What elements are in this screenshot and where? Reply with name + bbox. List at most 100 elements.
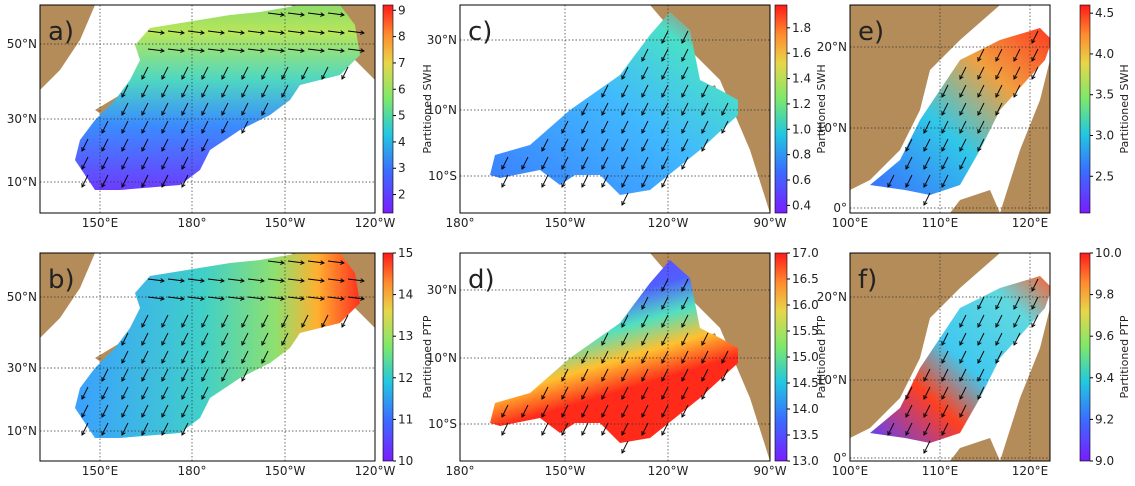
- wave-arrow: [721, 368, 729, 382]
- arrow-head: [101, 164, 106, 170]
- wave-arrow: [581, 350, 589, 364]
- wave-arrow: [601, 422, 609, 436]
- arrow-head: [905, 412, 910, 418]
- arrow-head: [161, 430, 166, 436]
- arrow-head: [121, 358, 126, 364]
- lon-label: 120°E: [1012, 216, 1049, 230]
- colorbar: [1079, 4, 1091, 214]
- wave-arrow: [641, 156, 649, 170]
- wave-arrow: [161, 138, 169, 152]
- wave-arrow: [923, 386, 931, 400]
- wave-arrow: [681, 278, 689, 292]
- wave-arrow: [81, 138, 89, 152]
- colorbar-tick-label: 16.0: [792, 298, 819, 312]
- arrow-head: [661, 394, 666, 400]
- wave-arrow: [261, 314, 269, 328]
- wave-arrow: [141, 422, 149, 436]
- arrow-head: [941, 412, 946, 418]
- wave-arrow: [601, 84, 609, 98]
- wave-arrow: [621, 440, 629, 454]
- wave-arrow: [661, 156, 669, 170]
- arrow-head: [581, 430, 586, 436]
- wave-arrow: [581, 386, 589, 400]
- arrow-head: [1013, 322, 1018, 328]
- arrow-head: [280, 48, 285, 53]
- arrow-head: [301, 74, 306, 80]
- wave-arrow: [541, 386, 549, 400]
- wave-arrow: [101, 422, 109, 436]
- arrow-head: [977, 128, 982, 134]
- lon-label: 90°W: [753, 464, 786, 478]
- wave-arrow: [221, 350, 229, 364]
- arrow-head: [995, 304, 1000, 310]
- lat-label: 30°N: [7, 361, 37, 375]
- wave-arrow: [347, 278, 365, 282]
- arrow-head: [1013, 340, 1018, 346]
- wave-arrow: [187, 48, 205, 52]
- wave-arrow: [121, 422, 129, 436]
- wave-arrow: [561, 120, 569, 134]
- wave-arrow: [347, 296, 365, 300]
- arrow-head: [121, 146, 126, 152]
- wave-arrow: [561, 422, 569, 436]
- arrow-head: [621, 340, 626, 346]
- wave-arrow: [121, 386, 129, 400]
- wave-arrow: [141, 84, 149, 98]
- wave-arrow: [301, 314, 309, 328]
- arrow-head: [221, 322, 226, 328]
- colorbar-tick-label: 9.8: [1095, 288, 1114, 302]
- arrow-head: [141, 128, 146, 134]
- arrow-head: [977, 92, 982, 98]
- wave-arrow: [581, 102, 589, 116]
- arrow-head: [300, 278, 305, 283]
- arrow-head: [541, 182, 546, 188]
- arrow-head: [995, 340, 1000, 346]
- wave-arrow: [541, 404, 549, 418]
- map-panel: e) 20°N 10°N 0°100°E 110°E 120°E 2.5 3.0 3.5 4.0 4…: [817, 4, 1131, 230]
- wave-arrow: [327, 12, 345, 16]
- arrow-head: [581, 182, 586, 188]
- arrow-head: [681, 304, 686, 310]
- wave-arrow: [887, 422, 895, 436]
- wave-arrow: [923, 192, 931, 206]
- arrow-head: [340, 278, 345, 283]
- arrow-head: [621, 322, 626, 328]
- arrow-head: [240, 48, 245, 53]
- wave-arrow: [661, 66, 669, 80]
- wave-arrow: [261, 102, 269, 116]
- wave-arrow: [977, 66, 985, 80]
- wave-arrow: [621, 332, 629, 346]
- wave-arrow: [267, 48, 285, 52]
- arrow-head: [360, 30, 365, 35]
- arrow-head: [81, 182, 86, 188]
- arrow-head: [141, 182, 146, 188]
- colorbar-tick-label: 4.5: [1095, 6, 1114, 20]
- wave-arrow: [167, 278, 185, 282]
- arrow-head: [1013, 304, 1018, 310]
- wave-arrow: [561, 368, 569, 382]
- land: [650, 253, 770, 461]
- arrow-head: [661, 164, 666, 170]
- wave-arrow: [721, 102, 729, 116]
- arrow-head: [995, 358, 1000, 364]
- arrow-head: [360, 296, 365, 301]
- wave-arrow: [241, 120, 249, 134]
- arrow-head: [340, 296, 345, 301]
- wave-arrow: [641, 120, 649, 134]
- arrow-head: [641, 128, 646, 134]
- arrow-head: [161, 92, 166, 98]
- arrow-head: [101, 376, 106, 382]
- arrow-head: [101, 412, 106, 418]
- wave-arrow: [121, 102, 129, 116]
- arrow-head: [701, 376, 706, 382]
- wave-arrow: [281, 84, 289, 98]
- arrow-head: [340, 48, 345, 53]
- colorbar-tick-label: 14.0: [792, 402, 819, 416]
- arrow-head: [121, 376, 126, 382]
- wave-arrow: [941, 368, 949, 382]
- wave-arrow: [681, 156, 689, 170]
- arrow-head: [121, 128, 126, 134]
- arrow-head: [641, 164, 646, 170]
- arrow-head: [300, 12, 305, 17]
